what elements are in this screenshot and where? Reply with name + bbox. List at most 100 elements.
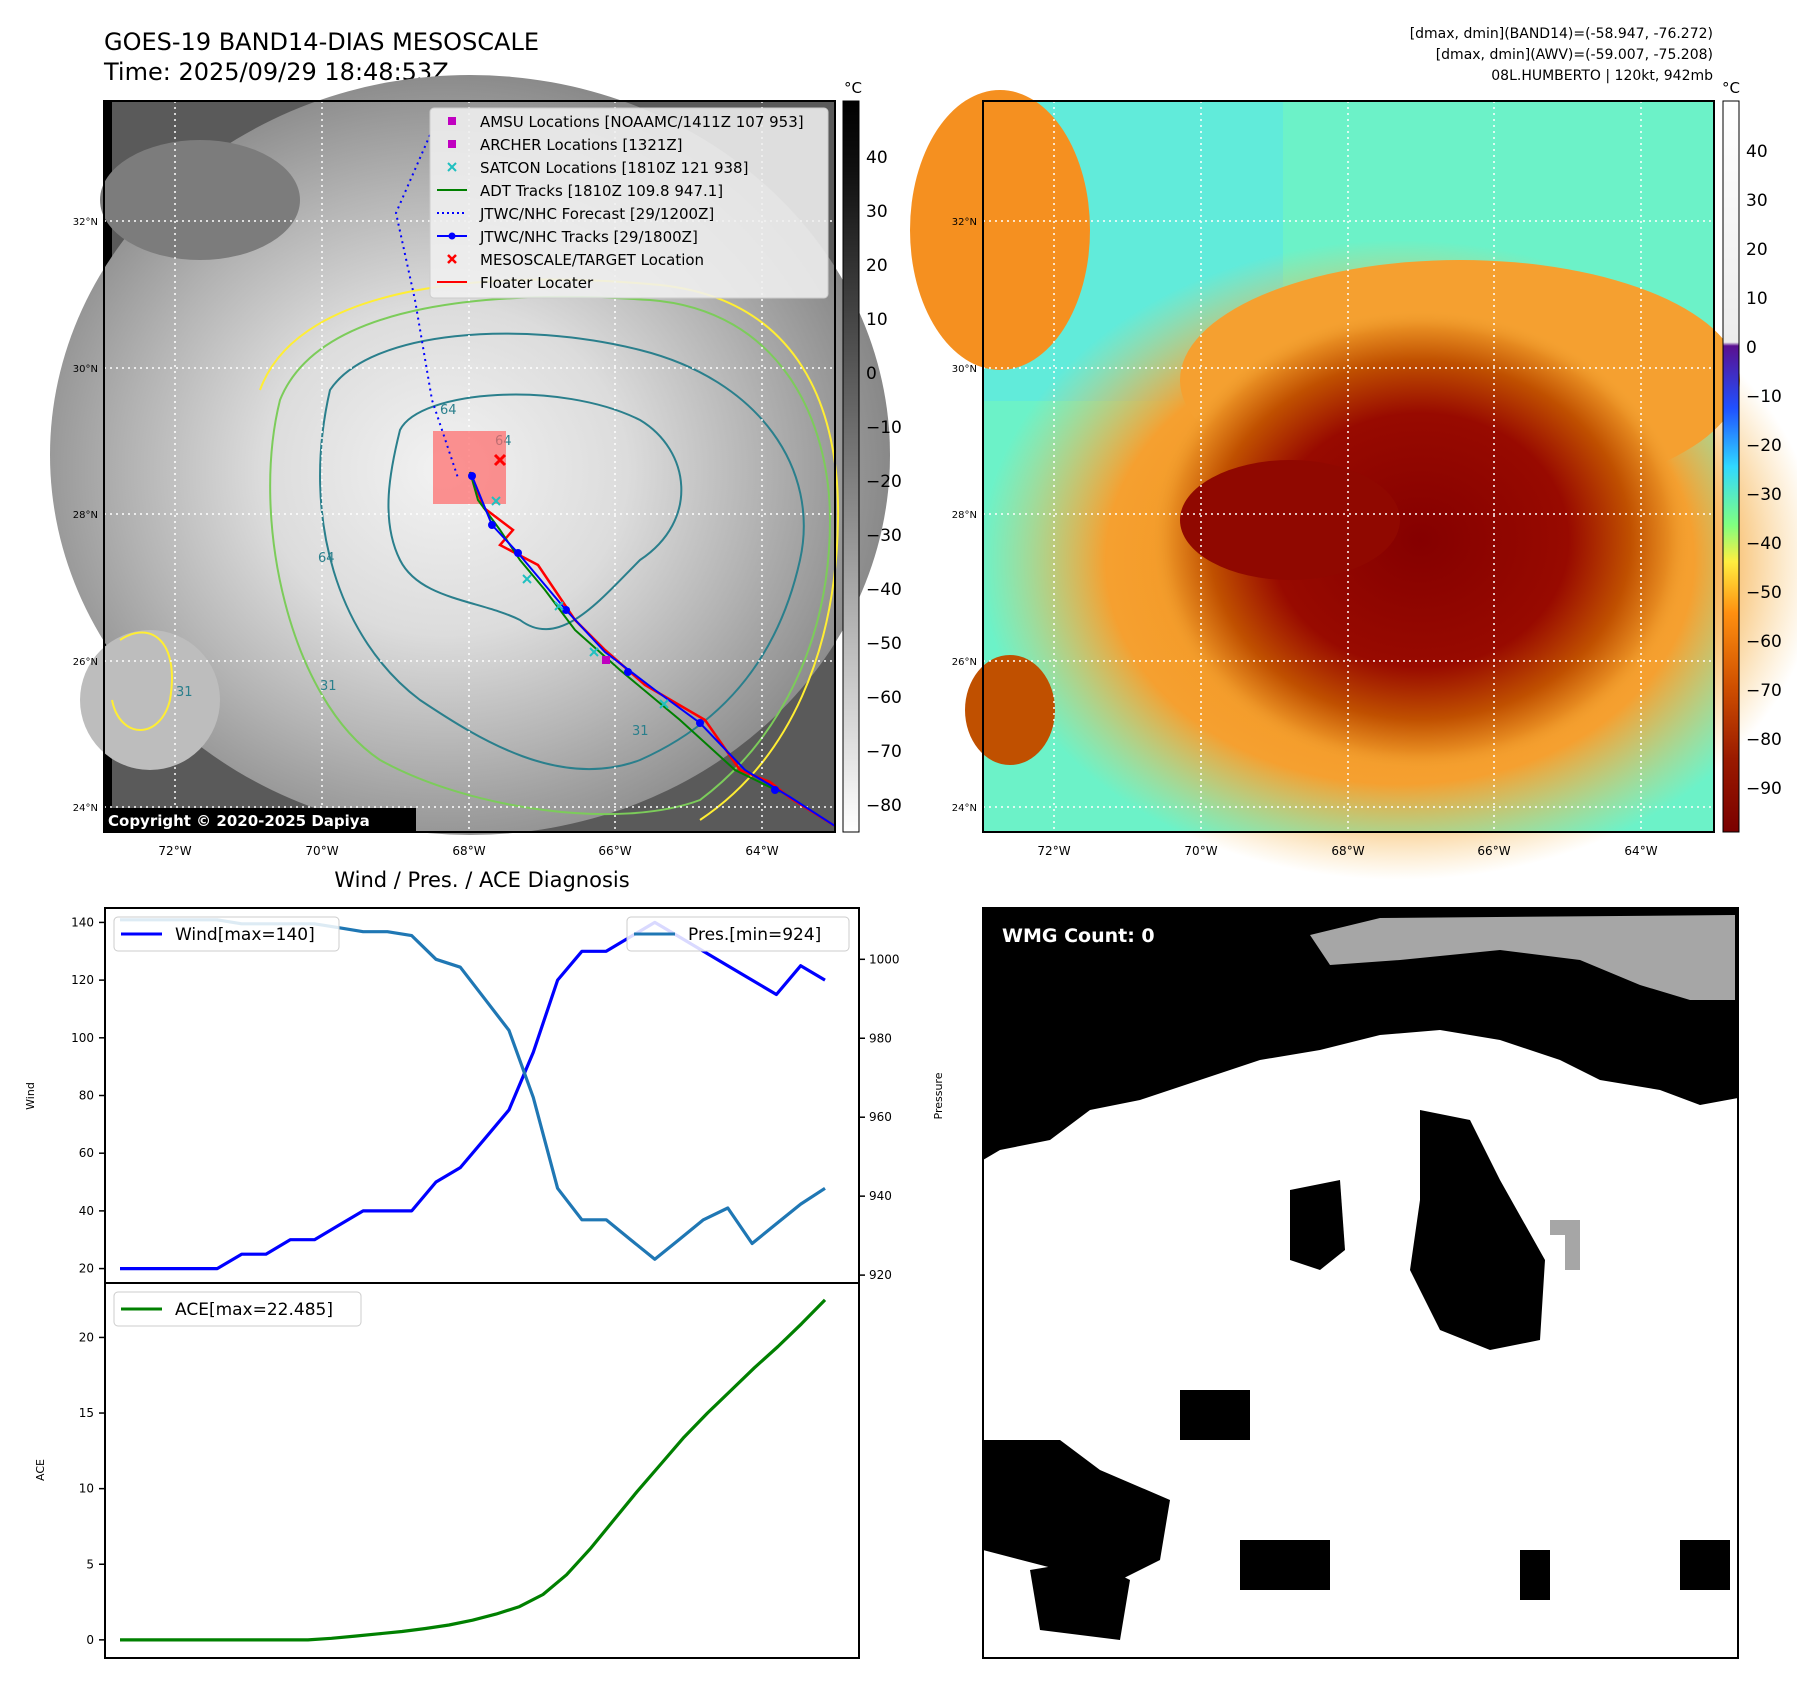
lat-tick: 30°N <box>952 364 977 375</box>
lat-tick: 24°N <box>73 803 98 814</box>
wmg-black-sw <box>983 1440 1170 1580</box>
wmg-gray-cell <box>1550 1220 1580 1270</box>
ace-legend: ACE[max=22.485] <box>113 1291 362 1327</box>
pressure-legend: Pres.[min=924] <box>626 916 850 952</box>
lon-tick: 70°W <box>1184 844 1217 858</box>
wind-tick-label: 40 <box>79 1204 94 1218</box>
ir-map-panel: 64 64 64 31 31 31 31 AMSU Loca <box>50 75 890 858</box>
cbar-tick: 20 <box>866 256 888 276</box>
gray-colorbar-ticks: 40 30 20 10 0 −10 −20 −30 −40 −50 −60 −7… <box>866 148 902 816</box>
legend-jtwc: JTWC/NHC Tracks [29/1800Z] <box>479 228 698 246</box>
floater-track <box>468 471 836 828</box>
info-line3: 08L.HUMBERTO | 120kt, 942mb <box>1491 68 1713 84</box>
jtwc-points <box>468 472 779 794</box>
pressure-legend-box <box>626 916 850 952</box>
ir-cloud-nw <box>100 140 300 260</box>
wmg-black-south <box>1030 1560 1130 1640</box>
ace-chart-frame <box>104 1282 860 1659</box>
ir-lat-ticks: 32°N 30°N 28°N 26°N 24°N <box>73 217 98 814</box>
wind-legend-box <box>113 916 340 952</box>
wmg-black-patch <box>1520 1550 1550 1600</box>
cbar-tick: −20 <box>866 472 902 492</box>
awv-band-nw <box>910 90 1090 370</box>
awv-lon-ticks: 72°W 70°W 68°W 66°W 64°W <box>1037 844 1657 858</box>
lat-tick: 30°N <box>73 364 98 375</box>
wmg-black-patch <box>1180 1390 1250 1440</box>
pressure-tick-label: 1000 <box>869 952 900 966</box>
contour-label: 31 <box>176 685 193 700</box>
ace-chart: 0 5 10 15 20 ACE ACE[max=22.485] <box>34 1282 860 1659</box>
wmg-black-patch <box>1240 1540 1330 1590</box>
cbar-tick: −30 <box>866 526 902 546</box>
cbar-tick: 10 <box>1746 289 1768 309</box>
cbar-tick: 30 <box>866 202 888 222</box>
figure-title-line1: GOES-19 BAND14-DIAS MESOSCALE <box>104 28 539 56</box>
info-line2: [dmax, dmin](AWV)=(-59.007, -75.208) <box>1436 47 1713 63</box>
lat-tick: 28°N <box>73 510 98 521</box>
ace-lines <box>120 1298 827 1642</box>
legend-forecast: JTWC/NHC Forecast [29/1200Z] <box>479 205 714 223</box>
color-colorbar-ticks: 40 30 20 10 0 −10 −20 −30 −40 −50 −60 −7… <box>1746 142 1782 799</box>
lat-tick: 32°N <box>73 217 98 228</box>
lat-tick: 26°N <box>952 657 977 668</box>
cbar-tick: −70 <box>866 742 902 762</box>
pressure-tick-label: 920 <box>869 1268 892 1282</box>
wind-series-line <box>120 920 826 1271</box>
lon-tick: 66°W <box>598 844 631 858</box>
map-legend: AMSU Locations [NOAAMC/1411Z 107 953] AR… <box>429 107 829 299</box>
cbar-tick: 40 <box>866 148 888 168</box>
awv-storm-core <box>1150 310 1690 770</box>
legend-satcon: SATCON Locations [1810Z 121 938] <box>480 159 748 177</box>
awv-cell-sw <box>965 655 1055 765</box>
info-line1: [dmax, dmin](BAND14)=(-58.947, -76.272) <box>1410 26 1713 42</box>
gray-colorbar: °C 40 30 20 10 0 −10 −20 −30 −40 −50 −60… <box>842 79 902 833</box>
gray-colorbar-unit: °C <box>844 79 862 97</box>
contour-64-inner <box>387 393 683 631</box>
wmg-black-patch <box>1680 1540 1730 1590</box>
cbar-tick: −40 <box>866 580 902 600</box>
pressure-tick-label: 940 <box>869 1189 892 1203</box>
contour-label: 64 <box>318 551 335 566</box>
awv-lat-ticks: 32°N 30°N 28°N 26°N 24°N <box>952 217 977 814</box>
wind-tick-label: 60 <box>79 1146 94 1160</box>
lon-tick: 72°W <box>158 844 191 858</box>
ace-series-line <box>120 1298 827 1642</box>
ace-tick-label: 15 <box>79 1406 94 1420</box>
ace-tick-label: 10 <box>79 1482 94 1496</box>
wmg-gray-north <box>1310 915 1735 1000</box>
cbar-tick: −80 <box>866 796 902 816</box>
legend-target: MESOSCALE/TARGET Location <box>480 251 704 269</box>
lon-tick: 64°W <box>745 844 778 858</box>
cbar-tick: −70 <box>1746 681 1782 701</box>
lat-tick: 24°N <box>952 803 977 814</box>
color-colorbar-bar <box>1722 100 1740 833</box>
lon-tick: 66°W <box>1477 844 1510 858</box>
cbar-tick: −60 <box>1746 632 1782 652</box>
wind-legend-label: Wind[max=140] <box>175 925 315 945</box>
gray-colorbar-bar <box>842 100 860 833</box>
cbar-tick: −80 <box>1746 730 1782 750</box>
cbar-tick: −20 <box>1746 436 1782 456</box>
contour-yellow <box>111 278 840 821</box>
legend-floater: Floater Locater <box>480 274 594 292</box>
pressure-tick-label: 960 <box>869 1110 892 1124</box>
legend-target-marker <box>447 254 457 264</box>
legend-adt: ADT Tracks [1810Z 109.8 947.1] <box>480 182 723 200</box>
cbar-tick: 40 <box>1746 142 1768 162</box>
wind-chart-frame <box>104 907 860 1284</box>
adt-track <box>469 471 781 793</box>
figure-title-line2: Time: 2025/09/29 18:48:53Z <box>103 58 449 86</box>
cbar-tick: 30 <box>1746 191 1768 211</box>
wmg-black-north <box>983 908 1738 1160</box>
wind-tick-label: 100 <box>71 1031 94 1045</box>
cbar-tick: −10 <box>1746 387 1782 407</box>
lat-tick: 28°N <box>952 510 977 521</box>
awv-map-gridlines <box>983 101 1714 832</box>
legend-archer: ARCHER Locations [1321Z] <box>480 136 683 154</box>
cbar-tick: −60 <box>866 688 902 708</box>
ace-tick-label: 5 <box>86 1557 94 1571</box>
pressure-yticks: 920 940 960 980 1000 <box>859 952 900 1282</box>
wind-tick-label: 80 <box>79 1089 94 1103</box>
